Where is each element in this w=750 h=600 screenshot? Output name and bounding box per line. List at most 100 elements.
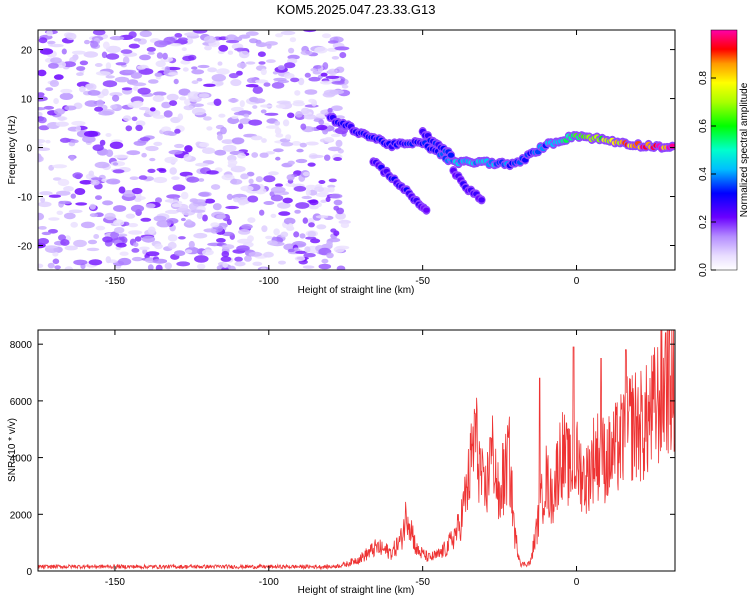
noise-blob bbox=[273, 228, 280, 236]
noise-blob bbox=[38, 154, 43, 162]
noise-blob bbox=[174, 143, 185, 149]
snr-ticks: -150 -100 -50 0 0 2000 4000 6000 8000 bbox=[10, 330, 675, 588]
noise-blob bbox=[134, 236, 142, 242]
noise-blob bbox=[335, 139, 343, 147]
noise-blob bbox=[45, 87, 54, 91]
noise-blob bbox=[221, 174, 235, 181]
noise-blob bbox=[79, 85, 86, 93]
noise-blob bbox=[221, 250, 230, 258]
noise-blob bbox=[171, 176, 180, 181]
noise-blob bbox=[38, 125, 50, 131]
noise-blob bbox=[307, 231, 317, 237]
noise-blob bbox=[38, 143, 44, 147]
noise-blob bbox=[155, 197, 162, 204]
noise-blob bbox=[277, 79, 290, 84]
noise-blob bbox=[196, 263, 206, 270]
noise-blob bbox=[122, 56, 130, 64]
noise-blob bbox=[60, 239, 70, 246]
noise-blob bbox=[114, 76, 130, 83]
noise-blob bbox=[322, 62, 329, 70]
noise-blob bbox=[237, 153, 247, 159]
noise-blob bbox=[88, 259, 103, 266]
noise-blob bbox=[95, 71, 111, 76]
noise-blob bbox=[39, 48, 54, 55]
noise-blob bbox=[226, 218, 232, 226]
noise-blob bbox=[292, 101, 305, 107]
noise-blob bbox=[193, 232, 208, 239]
noise-blob bbox=[154, 72, 163, 77]
noise-blob bbox=[294, 256, 306, 262]
noise-blob bbox=[119, 251, 129, 256]
noise-blob bbox=[101, 51, 108, 59]
noise-blob bbox=[113, 154, 129, 159]
noise-blob bbox=[336, 265, 346, 270]
noise-blob bbox=[324, 154, 331, 161]
noise-blob bbox=[106, 178, 121, 185]
heatmap-layer bbox=[38, 30, 675, 270]
noise-blob bbox=[221, 267, 229, 270]
y-tick-label: 0 bbox=[26, 567, 32, 578]
noise-blob bbox=[161, 126, 172, 132]
noise-blob bbox=[213, 98, 222, 107]
y-tick-label: 8000 bbox=[10, 340, 33, 351]
noise-blob bbox=[248, 119, 263, 126]
noise-blob bbox=[70, 139, 79, 144]
noise-blob bbox=[287, 112, 295, 119]
y-tick-label: 0 bbox=[26, 144, 32, 155]
colorbar-tick-label: 0.4 bbox=[698, 167, 709, 181]
noise-blob bbox=[152, 95, 165, 102]
noise-blob bbox=[308, 98, 316, 103]
noise-blob bbox=[155, 60, 166, 68]
noise-blob bbox=[153, 91, 167, 96]
noise-blob bbox=[335, 66, 345, 73]
noise-blob bbox=[266, 43, 272, 49]
noise-blob bbox=[321, 258, 329, 264]
noise-blob bbox=[216, 68, 230, 75]
noise-blob bbox=[126, 150, 141, 156]
noise-blob bbox=[148, 79, 159, 84]
noise-blob bbox=[188, 240, 195, 249]
noise-blob bbox=[96, 99, 104, 107]
noise-blob bbox=[275, 104, 286, 109]
noise-blob bbox=[88, 170, 95, 177]
noise-blob bbox=[218, 44, 229, 52]
noise-blob bbox=[318, 119, 325, 125]
noise-blob bbox=[47, 262, 55, 269]
noise-blob bbox=[245, 31, 259, 36]
noise-blob bbox=[258, 61, 266, 65]
noise-blob bbox=[125, 125, 133, 132]
noise-blob bbox=[309, 154, 324, 159]
noise-blob bbox=[110, 104, 118, 110]
noise-blob bbox=[210, 184, 221, 190]
noise-blob bbox=[270, 194, 284, 202]
noise-blob bbox=[302, 217, 308, 224]
noise-blob bbox=[304, 89, 318, 95]
noise-blob bbox=[315, 192, 330, 198]
noise-blob bbox=[141, 235, 156, 243]
noise-blob bbox=[260, 109, 267, 114]
noise-blob bbox=[76, 72, 84, 76]
y-tick-label: 4000 bbox=[10, 454, 33, 465]
noise-blob bbox=[163, 110, 173, 118]
noise-blob bbox=[56, 210, 64, 215]
noise-blob bbox=[50, 57, 62, 64]
noise-blob bbox=[139, 30, 152, 38]
noise-blob bbox=[127, 223, 139, 228]
noise-blob bbox=[217, 133, 223, 141]
noise-blob bbox=[326, 252, 334, 259]
noise-blob bbox=[331, 80, 345, 85]
noise-blob bbox=[265, 125, 280, 129]
noise-blob bbox=[181, 47, 187, 52]
noise-blob bbox=[140, 217, 152, 222]
noise-blob bbox=[230, 79, 242, 87]
noise-blob bbox=[48, 62, 59, 69]
noise-blob bbox=[230, 165, 246, 173]
noise-blob bbox=[266, 59, 276, 63]
noise-blob bbox=[135, 124, 143, 132]
noise-blob bbox=[38, 238, 49, 245]
noise-blob bbox=[131, 187, 143, 195]
noise-blob bbox=[191, 103, 204, 107]
noise-blob bbox=[259, 209, 265, 216]
noise-blob bbox=[137, 87, 151, 95]
noise-blob bbox=[316, 202, 322, 207]
